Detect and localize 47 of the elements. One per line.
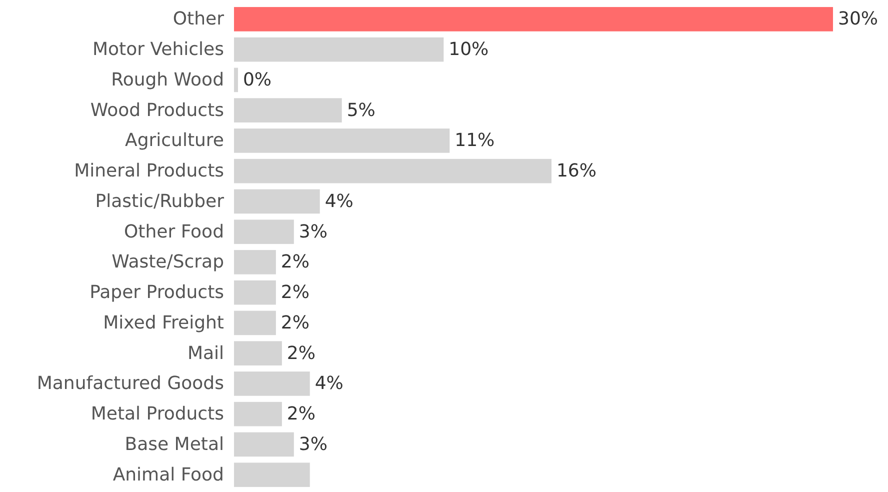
bar <box>234 189 320 214</box>
y-tick-label: Rough Wood <box>111 69 224 90</box>
bar <box>234 68 238 92</box>
y-tick-label: Manufactured Goods <box>36 373 224 394</box>
bar <box>234 372 310 396</box>
data-label: 30% <box>838 8 878 30</box>
data-label: 2% <box>280 252 310 273</box>
y-tick-label: Motor Vehicles <box>92 39 224 60</box>
data-label: 3% <box>298 434 328 455</box>
y-tick-label: Base Metal <box>124 434 224 455</box>
data-label: 11% <box>454 130 495 152</box>
data-label: 10% <box>448 39 489 60</box>
bar <box>234 158 552 184</box>
bar <box>234 250 276 274</box>
y-tick-label: Wood Products <box>90 100 224 121</box>
bar <box>234 37 444 62</box>
bar <box>234 341 282 366</box>
y-tick-label: Mineral Products <box>74 160 224 182</box>
bar <box>234 98 342 122</box>
data-label: 16% <box>556 160 596 182</box>
y-tick-label: Mixed Freight <box>103 312 224 334</box>
data-label: 2% <box>280 312 310 334</box>
y-tick-label: Other <box>172 8 225 30</box>
data-label: 5% <box>346 100 376 121</box>
y-tick-label: Other Food <box>124 221 224 242</box>
y-tick-label: Agriculture <box>125 130 224 152</box>
data-label: 4% <box>324 190 354 212</box>
y-tick-label: Metal Products <box>90 404 224 425</box>
y-tick-label: Animal Food <box>112 464 224 486</box>
y-tick-label: Plastic/Rubber <box>95 190 225 212</box>
data-label: 2% <box>286 342 316 364</box>
y-tick-label: Waste/Scrap <box>112 252 224 273</box>
bar <box>234 402 282 426</box>
data-label: 4% <box>314 373 344 394</box>
data-label: 2% <box>280 282 310 304</box>
data-label: 3% <box>298 221 328 242</box>
bar <box>234 310 276 336</box>
bar <box>234 128 450 153</box>
bar <box>234 462 310 487</box>
y-tick-label: Paper Products <box>90 282 224 304</box>
data-label: 2% <box>286 404 316 425</box>
bar <box>234 220 294 244</box>
bar <box>234 280 276 305</box>
y-tick-label: Mail <box>187 342 224 364</box>
data-label: 0% <box>242 69 272 90</box>
bar <box>234 7 833 32</box>
bar <box>234 432 294 457</box>
